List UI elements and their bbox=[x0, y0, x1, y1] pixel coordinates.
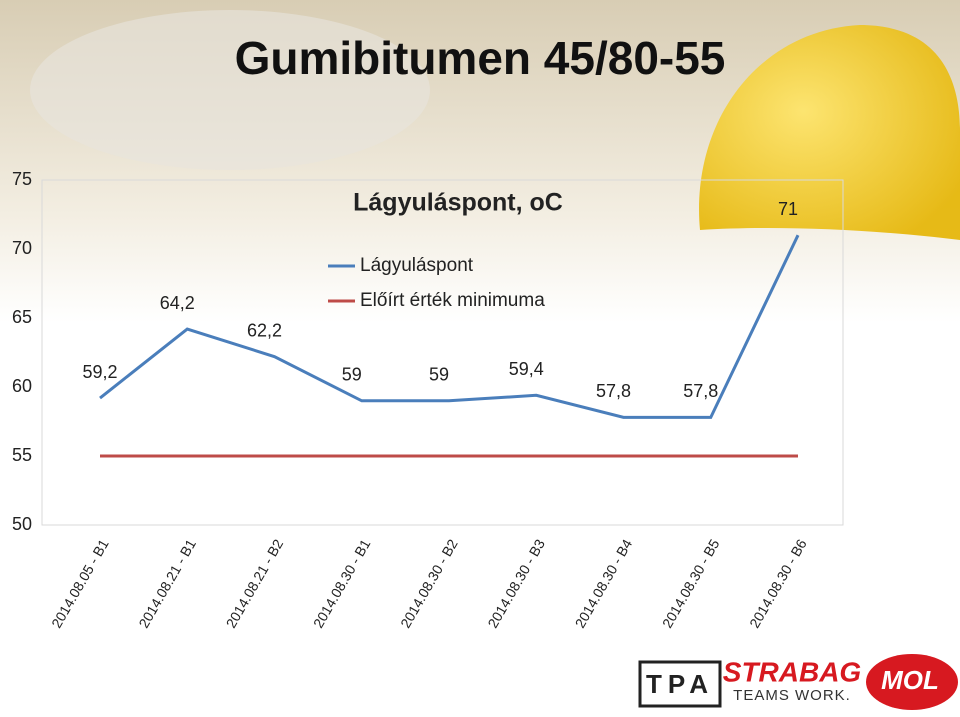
tpa-logo bbox=[638, 660, 722, 708]
data-label: 62,2 bbox=[247, 320, 282, 340]
y-tick-label: 70 bbox=[12, 238, 32, 258]
plot-area bbox=[41, 179, 844, 526]
y-tick-label: 75 bbox=[12, 169, 32, 189]
series-line bbox=[99, 234, 800, 419]
data-label: 59 bbox=[429, 365, 449, 385]
data-label: 59,2 bbox=[82, 362, 117, 382]
data-label: 57,8 bbox=[596, 381, 631, 401]
strabag-sub: TEAMS WORK. bbox=[733, 687, 851, 704]
slide-title: Gumibitumen 45/80-55 bbox=[235, 32, 726, 84]
data-label: 64,2 bbox=[160, 293, 195, 313]
legend-label: Előírt érték minimuma bbox=[360, 290, 545, 311]
data-label: 71 bbox=[778, 199, 798, 219]
y-tick-label: 65 bbox=[12, 307, 32, 327]
data-label: 57,8 bbox=[683, 381, 718, 401]
logos: TPA STRABAG TEAMS WORK. MOL bbox=[638, 654, 958, 710]
chart-title: Lágyuláspont, oC bbox=[353, 189, 563, 217]
data-label: 59,4 bbox=[509, 359, 544, 379]
tpa-text: TPA bbox=[646, 669, 714, 699]
y-tick-label: 50 bbox=[12, 514, 32, 534]
strabag-text: STRABAG bbox=[723, 656, 861, 687]
data-label: 59 bbox=[342, 365, 362, 385]
legend-label: Lágyuláspont bbox=[360, 255, 474, 276]
pipe-decoration bbox=[30, 10, 430, 170]
mol-logo bbox=[866, 654, 958, 710]
y-tick-label: 55 bbox=[12, 445, 32, 465]
y-tick-label: 60 bbox=[12, 376, 32, 396]
mol-text: MOL bbox=[881, 665, 939, 695]
helmet-decoration bbox=[699, 25, 960, 240]
